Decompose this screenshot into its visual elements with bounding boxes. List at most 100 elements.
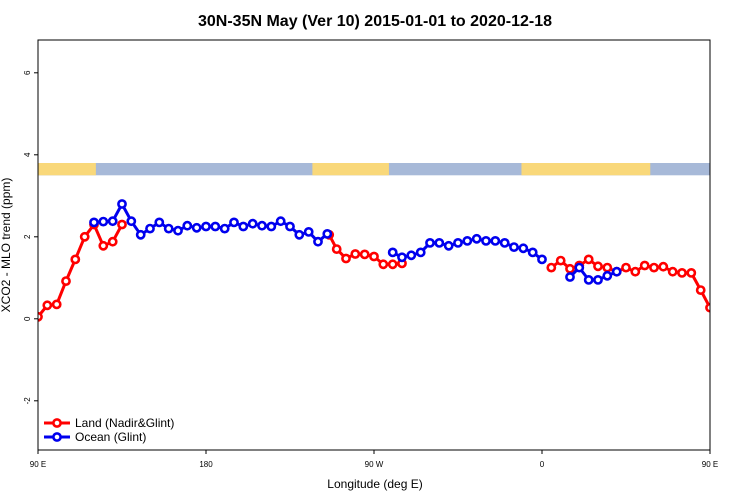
data-point <box>79 231 90 242</box>
data-point <box>51 299 62 310</box>
data-point <box>378 259 389 270</box>
legend-marker <box>52 418 62 428</box>
data-point <box>303 226 314 237</box>
land-ocean-strip <box>38 163 710 176</box>
data-point <box>490 235 501 246</box>
series-layer <box>38 199 723 322</box>
data-point <box>126 216 137 227</box>
data-point <box>229 217 239 228</box>
data-point <box>527 247 538 258</box>
data-point <box>350 249 361 259</box>
x-axis: 90 E 180 90 W 0 90 E <box>30 450 718 469</box>
data-point <box>387 247 398 258</box>
data-point <box>462 235 473 246</box>
data-point <box>98 216 109 227</box>
x-tick-label: 90 W <box>365 460 384 469</box>
data-point <box>555 255 566 266</box>
data-point <box>565 263 575 274</box>
data-point <box>537 254 547 265</box>
data-point <box>649 262 659 273</box>
data-point <box>154 217 165 228</box>
data-point <box>695 285 706 295</box>
data-point <box>173 225 183 236</box>
data-point <box>686 267 697 278</box>
chart-title: 30N-35N May (Ver 10) 2015-01-01 to 2020-… <box>198 13 552 30</box>
y-tick-label: 0 <box>23 316 32 321</box>
x-axis-label: Longitude (deg E) <box>327 477 422 491</box>
data-point <box>499 237 510 248</box>
x-tick-label: 180 <box>199 460 213 469</box>
strip-land-segment <box>521 163 651 176</box>
data-point <box>210 221 221 232</box>
data-point <box>107 216 118 227</box>
data-point <box>145 223 155 234</box>
y-axis: -2 0 2 4 6 <box>23 70 38 404</box>
data-point <box>247 218 258 229</box>
data-point <box>705 302 710 313</box>
data-point <box>387 259 398 270</box>
x-tick-label: 90 E <box>30 460 46 469</box>
data-point <box>677 267 687 278</box>
data-point <box>359 249 370 260</box>
data-point <box>117 199 127 209</box>
data-point <box>443 240 454 251</box>
data-point <box>518 243 529 254</box>
data-point <box>201 221 211 232</box>
data-point <box>453 237 463 248</box>
y-tick-label: -2 <box>23 397 32 405</box>
data-point <box>593 261 603 272</box>
data-point <box>509 242 519 252</box>
y-tick-label: 2 <box>23 234 32 239</box>
data-point <box>425 237 435 248</box>
data-point <box>369 251 379 262</box>
strip-land-segment <box>312 163 389 176</box>
data-point <box>322 228 333 239</box>
data-point <box>481 235 491 246</box>
data-point <box>117 219 127 230</box>
data-point <box>135 229 146 240</box>
data-point <box>219 223 230 234</box>
data-point <box>397 252 407 263</box>
data-point <box>182 220 193 231</box>
plot-frame <box>37 39 711 451</box>
x-tick-label: 0 <box>540 460 545 469</box>
data-point <box>107 236 118 247</box>
data-point <box>266 221 277 232</box>
data-point <box>639 260 650 271</box>
legend-label: Land (Nadir&Glint) <box>75 416 174 430</box>
data-point <box>621 262 631 273</box>
y-tick-label: 6 <box>23 70 32 75</box>
data-point <box>294 229 305 240</box>
data-point <box>583 254 594 265</box>
data-point <box>257 220 267 231</box>
data-point <box>611 266 622 277</box>
data-point <box>583 274 594 285</box>
legend-marker <box>52 432 62 442</box>
data-point <box>630 266 641 277</box>
data-point <box>602 270 613 281</box>
data-point <box>415 247 426 258</box>
data-point <box>61 276 71 286</box>
data-point <box>70 254 81 265</box>
data-point <box>341 253 351 264</box>
data-point <box>285 221 295 232</box>
data-point <box>546 262 557 273</box>
data-point <box>667 266 678 277</box>
data-point <box>98 240 109 251</box>
data-point <box>331 244 342 254</box>
strip-land-segment <box>38 163 96 176</box>
y-axis-label: XCO2 - MLO trend (ppm) <box>0 178 13 313</box>
data-point <box>593 274 603 285</box>
data-point <box>163 223 174 234</box>
data-point <box>574 262 585 273</box>
y-tick-label: 4 <box>23 152 32 157</box>
data-point <box>716 305 723 312</box>
data-point <box>191 222 202 233</box>
data-point <box>658 261 669 272</box>
data-point <box>313 236 323 247</box>
data-point <box>275 216 286 227</box>
data-point <box>434 237 445 248</box>
data-point <box>471 233 482 244</box>
x-tick-label: 90 E <box>702 460 718 469</box>
